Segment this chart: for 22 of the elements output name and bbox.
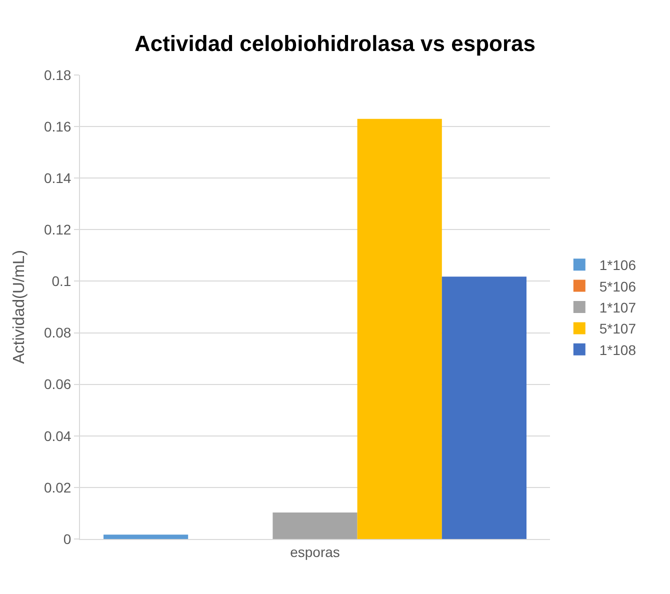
legend-label: 1*107 <box>599 299 636 316</box>
y-tick-label: 0.04 <box>44 428 72 444</box>
bar <box>104 534 188 539</box>
x-tick-label: esporas <box>290 544 340 560</box>
y-tick-label: 0.02 <box>44 479 72 496</box>
bar <box>357 118 442 539</box>
legend-label: 1*106 <box>599 257 636 274</box>
chart-title: Actividad celobiohidrolasa vs esporas <box>134 31 536 56</box>
y-tick-label: 0.1 <box>52 273 72 290</box>
bar <box>442 276 526 539</box>
y-axis-title: Actividad(U/mL) <box>10 250 28 364</box>
legend-label: 1*108 <box>599 342 636 358</box>
y-tick-label: 0.14 <box>44 170 72 186</box>
y-tick-label: 0.06 <box>44 376 72 392</box>
y-tick-label: 0 <box>63 530 72 547</box>
y-tick-label: 0.18 <box>44 66 72 83</box>
legend-label: 5*106 <box>599 278 636 294</box>
bar <box>272 512 358 539</box>
legend-label: 5*107 <box>599 320 636 337</box>
y-tick-label: 0.12 <box>44 222 72 238</box>
y-tick-label: 0.16 <box>44 118 72 134</box>
y-tick-label: 0.08 <box>44 324 72 341</box>
